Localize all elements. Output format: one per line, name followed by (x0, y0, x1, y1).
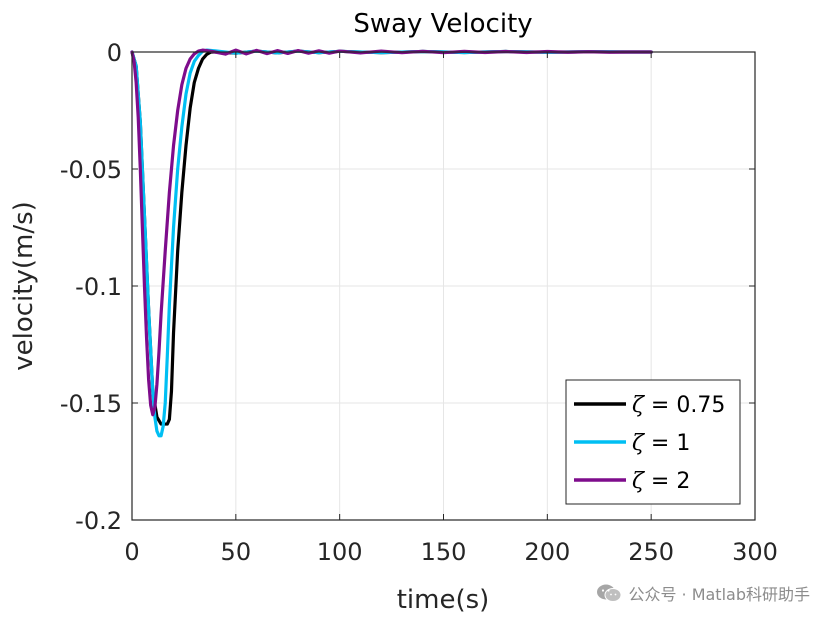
legend: ζ = 0.75ζ = 1ζ = 2 (565, 379, 741, 505)
x-tick-label: 150 (421, 538, 467, 566)
legend-entry-1: ζ = 0.75 (632, 393, 725, 418)
wechat-icon (597, 584, 622, 602)
legend-entry-2: ζ = 1 (632, 431, 690, 456)
watermark-text: 公众号 · Matlab科研助手 (628, 585, 810, 604)
legend-entry-3: ζ = 2 (632, 469, 690, 494)
x-tick-label: 50 (221, 538, 252, 566)
tick-labels: 0 50 100 150 200 250 300 0 -0.05 -0.1 -0.15 -0.2 (60, 39, 778, 566)
y-axis-label: velocity(m/s) (9, 201, 39, 371)
x-tick-label: 250 (628, 538, 674, 566)
legend-entry-text: = 0.75 (644, 393, 725, 418)
y-tick-label: -0.05 (60, 156, 122, 184)
x-tick-label: 100 (317, 538, 363, 566)
x-tick-label: 0 (124, 538, 139, 566)
legend-entry-symbol: ζ (632, 393, 646, 418)
y-tick-label: -0.2 (75, 507, 122, 535)
y-tick-label: -0.15 (60, 390, 122, 418)
x-tick-label: 300 (732, 538, 778, 566)
legend-entry-symbol: ζ (632, 431, 646, 456)
legend-entry-text: = 2 (644, 469, 690, 494)
legend-entry-symbol: ζ (632, 469, 646, 494)
x-axis-label: time(s) (397, 585, 490, 615)
chart-title: Sway Velocity (353, 9, 532, 39)
legend-entry-text: = 1 (644, 431, 690, 456)
x-tick-label: 200 (524, 538, 570, 566)
watermark: 公众号 · Matlab科研助手 (596, 581, 810, 605)
y-tick-label: -0.1 (75, 273, 122, 301)
y-tick-label: 0 (107, 39, 122, 67)
tick-marks (131, 51, 756, 521)
